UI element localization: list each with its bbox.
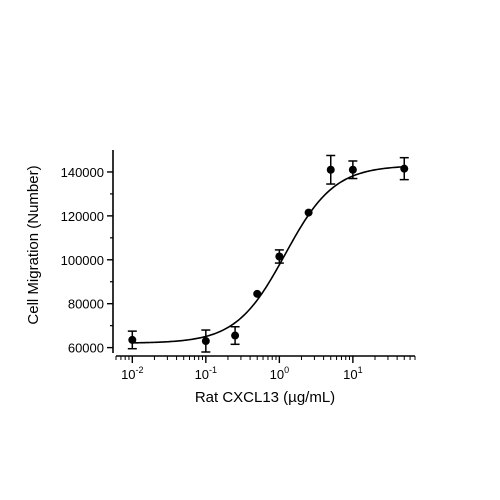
data-point: [128, 335, 137, 344]
data-point: [275, 252, 284, 261]
data-point: [231, 331, 240, 340]
data-point-group: [304, 208, 313, 217]
data-point: [253, 289, 262, 298]
y-axis-label: Cell Migration (Number): [25, 165, 42, 324]
y-tick-label: 80000: [68, 297, 104, 312]
x-axis-label: Rat CXCL13 (µg/mL): [195, 389, 335, 406]
x-tick-label: 100: [270, 365, 289, 382]
data-point: [400, 164, 409, 173]
data-point-group: [348, 160, 358, 180]
data-point-group: [274, 249, 284, 264]
y-tick-label: 60000: [68, 341, 104, 356]
data-point: [304, 208, 313, 217]
y-tick-label: 100000: [61, 253, 104, 268]
data-point-group: [399, 156, 409, 181]
data-point: [201, 337, 210, 346]
y-tick-label: 120000: [61, 209, 104, 224]
data-point: [326, 165, 335, 174]
x-axis: 10-2 10-1 100 101: [115, 355, 416, 382]
data-point-group: [230, 326, 240, 346]
y-tick-label: 140000: [61, 165, 104, 180]
data-points-group: [127, 154, 409, 353]
x-tick-label: 10-1: [195, 365, 217, 382]
y-axis: 60000 80000 100000 120000 140000: [61, 150, 114, 356]
data-point-group: [253, 289, 262, 298]
fit-curve-group: [132, 165, 405, 344]
x-tick-label: 10-2: [121, 365, 143, 382]
data-point-group: [127, 330, 137, 350]
data-point-group: [326, 154, 336, 185]
x-tick-label: 101: [343, 365, 362, 382]
fit-curve: [132, 165, 405, 344]
data-point: [348, 165, 357, 174]
data-point-group: [201, 329, 211, 353]
